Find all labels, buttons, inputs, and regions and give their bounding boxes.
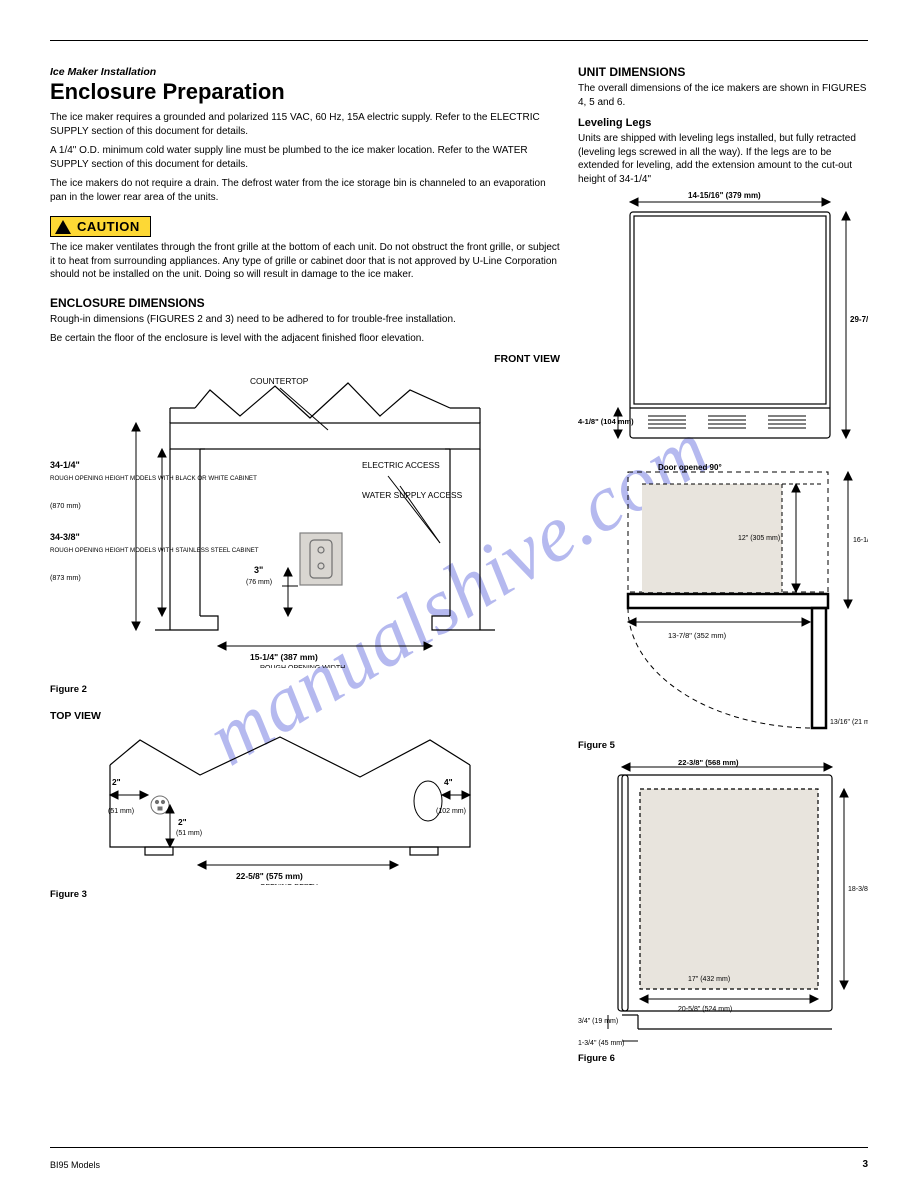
fig3-depth: 22-5/8" (575 mm) <box>236 871 303 881</box>
front-view-label: FRONT VIEW <box>50 352 560 366</box>
encl-dim-title: ENCLOSURE DIMENSIONS <box>50 296 560 310</box>
fig2-water: WATER SUPPLY ACCESS <box>362 490 463 500</box>
fig5-title: Door opened 90° <box>658 463 722 472</box>
unit-dims-intro: The overall dimensions of the ice makers… <box>578 82 868 109</box>
caution-banner: CAUTION <box>50 216 151 237</box>
right-column: UNIT DIMENSIONS The overall dimensions o… <box>578 65 868 1072</box>
left-column: Ice Maker Installation Enclosure Prepara… <box>50 65 560 1072</box>
encl-dim-p2: Be certain the floor of the enclosure is… <box>50 332 560 346</box>
figure-2-diagram: COUNTERTOP ELECTRIC ACCESS WATER SUPPLY … <box>50 368 560 668</box>
fig2-outlet-v: 3" <box>254 565 263 575</box>
bottom-rule <box>50 1147 868 1148</box>
fig3-depth-n: OPENING DEPTH <box>260 884 318 885</box>
leveling-text: Units are shipped with leveling legs ins… <box>578 132 868 186</box>
fig6-dt: 22-3/8" (568 mm) <box>678 759 739 767</box>
fig3-right-mm: (102 mm) <box>436 808 466 815</box>
fig2-h2-mm: (873 mm) <box>50 573 81 582</box>
warning-triangle-icon <box>55 220 71 234</box>
fig3-right-v: 4" <box>444 777 453 787</box>
figure-4-diagram: 14-15/16" (379 mm) 29-7/8" (758 mm) 4-1/… <box>578 192 868 462</box>
fig5-sd: 12" (305 mm) <box>738 535 780 542</box>
footer-page-number: 3 <box>862 1159 868 1170</box>
fig3-left-mm: (51 mm) <box>108 808 134 815</box>
page: Ice Maker Installation Enclosure Prepara… <box>0 0 918 1188</box>
fig6-ho: 18-3/8" (467 mm) <box>848 886 868 893</box>
caution-text: The ice maker ventilates through the fro… <box>50 241 560 282</box>
intro-p1: The ice maker requires a grounded and po… <box>50 111 560 138</box>
fig2-h2-v: 34-3/8" <box>50 532 80 542</box>
fig2-h1-n: ROUGH OPENING HEIGHT MODELS WITH BLACK O… <box>50 475 257 482</box>
encl-dim-p1: Rough-in dimensions (FIGURES 2 and 3) ne… <box>50 313 560 327</box>
fig2-elec: ELECTRIC ACCESS <box>362 460 440 470</box>
figure-6-diagram: 22-3/8" (568 mm) 20-5/8" (524 mm) 17" (4… <box>578 759 868 1049</box>
fig6-sw: 17" (432 mm) <box>688 976 730 983</box>
fig6-caption: Figure 6 <box>578 1053 868 1066</box>
fig6-di: 20-5/8" (524 mm) <box>678 1006 732 1013</box>
fig2-outlet-mm: (76 mm) <box>246 579 272 586</box>
fig2-width: 15-1/4" (387 mm) <box>250 652 318 662</box>
unit-dims-title: UNIT DIMENSIONS <box>578 65 868 79</box>
footer-left: BI95 Models <box>50 1160 100 1170</box>
intro-p2: A 1/4" O.D. minimum cold water supply li… <box>50 144 560 171</box>
fig2-caption: Figure 2 <box>50 684 560 697</box>
figure-3-diagram: 2" (51 mm) 4" (102 mm) 2" (51 mm) 22-5/8… <box>50 725 560 885</box>
page-title: Enclosure Preparation <box>50 79 560 105</box>
fig3-caption: Figure 3 <box>50 889 560 902</box>
caution-label: CAUTION <box>77 219 140 234</box>
fig2-width-n: ROUGH OPENING WIDTH <box>260 665 345 668</box>
figure-5-diagram: Door opened 90° 16-1/2" (419 mm) 12" (30… <box>578 462 868 742</box>
fig5-hinge: 13/16" (21 mm) <box>830 719 868 726</box>
fig2-h1-v: 34-1/4" <box>50 460 80 470</box>
fig2-countertop: COUNTERTOP <box>250 376 309 386</box>
top-rule <box>50 40 868 41</box>
fig4-w: 14-15/16" (379 mm) <box>688 192 761 200</box>
fig5-dd: 16-1/2" (419 mm) <box>853 537 868 544</box>
leveling-title: Leveling Legs <box>578 117 868 129</box>
fig6-td: 1-3/4" (45 mm) <box>578 1040 624 1047</box>
fig3-left-v: 2" <box>112 777 121 787</box>
fig2-h2-n: ROUGH OPENING HEIGHT MODELS WITH STAINLE… <box>50 547 259 554</box>
fig4-h: 29-7/8" (758 mm) <box>850 315 868 324</box>
fig3-h-mm: (51 mm) <box>176 830 202 837</box>
fig6-th: 3/4" (19 mm) <box>578 1018 618 1025</box>
fig5-caption: Figure 5 <box>578 740 868 753</box>
fig5-rad: 13-7/8" (352 mm) <box>668 631 727 640</box>
section-heading: Ice Maker Installation <box>50 65 560 79</box>
fig4-g: 4-1/8" (104 mm) <box>578 417 634 426</box>
fig2-h1-mm: (870 mm) <box>50 501 81 510</box>
fig3-h-v: 2" <box>178 817 187 827</box>
top-view-label: TOP VIEW <box>50 709 560 723</box>
intro-p3: The ice makers do not require a drain. T… <box>50 177 560 204</box>
